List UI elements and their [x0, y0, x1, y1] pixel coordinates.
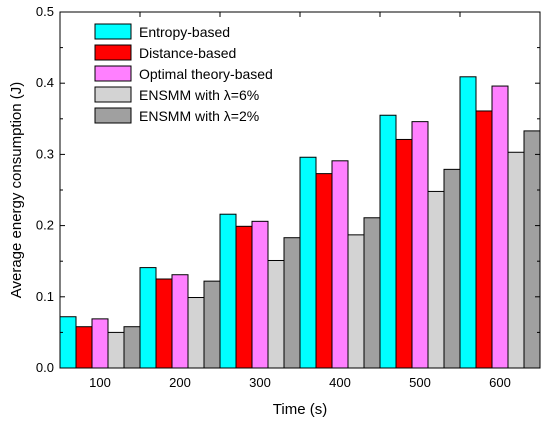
bar — [347, 234, 365, 369]
bar — [443, 168, 461, 369]
bar — [59, 316, 77, 369]
bar — [91, 318, 109, 369]
legend-label: Entropy-based — [139, 24, 230, 40]
bar — [427, 190, 445, 369]
bar — [379, 114, 397, 369]
legend-label: Optimal theory-based — [139, 66, 273, 82]
bar — [283, 237, 301, 369]
bar — [171, 274, 189, 369]
bar — [155, 278, 173, 369]
bar — [187, 297, 205, 369]
bar — [123, 326, 141, 369]
ticks-layer: 0.0 0.1 0.2 0.3 0.4 0.5 100 200 300 400 500 600 — [36, 4, 541, 390]
bar — [491, 85, 509, 369]
x-tick-label: 200 — [169, 375, 191, 390]
bar — [139, 267, 157, 369]
bar — [75, 326, 93, 369]
y-axis-title: Average energy consumption (J) — [8, 82, 25, 299]
bar — [315, 173, 333, 369]
bar — [395, 138, 413, 369]
legend-label: ENSMM with λ=2% — [139, 108, 259, 124]
y-tick-label: 0.2 — [36, 218, 54, 233]
y-tick-label: 0.5 — [36, 4, 54, 19]
y-tick-label: 0.4 — [36, 75, 54, 90]
y-tick-label: 0.1 — [36, 289, 54, 304]
y-tick-label: 0.3 — [36, 146, 54, 161]
x-tick-label: 600 — [489, 375, 511, 390]
bar — [219, 213, 237, 369]
bar — [331, 160, 349, 369]
bar — [107, 331, 125, 369]
legend-label: ENSMM with λ=6% — [139, 87, 259, 103]
bar — [203, 280, 221, 369]
x-tick-label: 400 — [329, 375, 351, 390]
bar — [299, 156, 317, 369]
bar — [507, 151, 525, 369]
legend-label: Distance-based — [139, 45, 236, 61]
bars-layer — [59, 76, 541, 369]
legend-swatch — [94, 23, 132, 40]
legend-swatch — [94, 86, 132, 103]
bar — [235, 225, 253, 369]
legend-swatch — [94, 65, 132, 82]
bar — [363, 217, 381, 369]
legend: Entropy-based Distance-based Optimal theor… — [94, 23, 273, 124]
x-tick-label: 100 — [89, 375, 111, 390]
bar — [251, 220, 269, 369]
x-tick-label: 500 — [409, 375, 431, 390]
y-tick-label: 0.0 — [36, 360, 54, 375]
bar — [475, 110, 493, 369]
bar — [459, 76, 477, 369]
bar — [411, 121, 429, 369]
legend-swatch — [94, 44, 132, 61]
x-tick-label: 300 — [249, 375, 271, 390]
x-axis-title: Time (s) — [273, 401, 327, 418]
legend-swatch — [94, 107, 132, 124]
bar — [267, 259, 285, 369]
